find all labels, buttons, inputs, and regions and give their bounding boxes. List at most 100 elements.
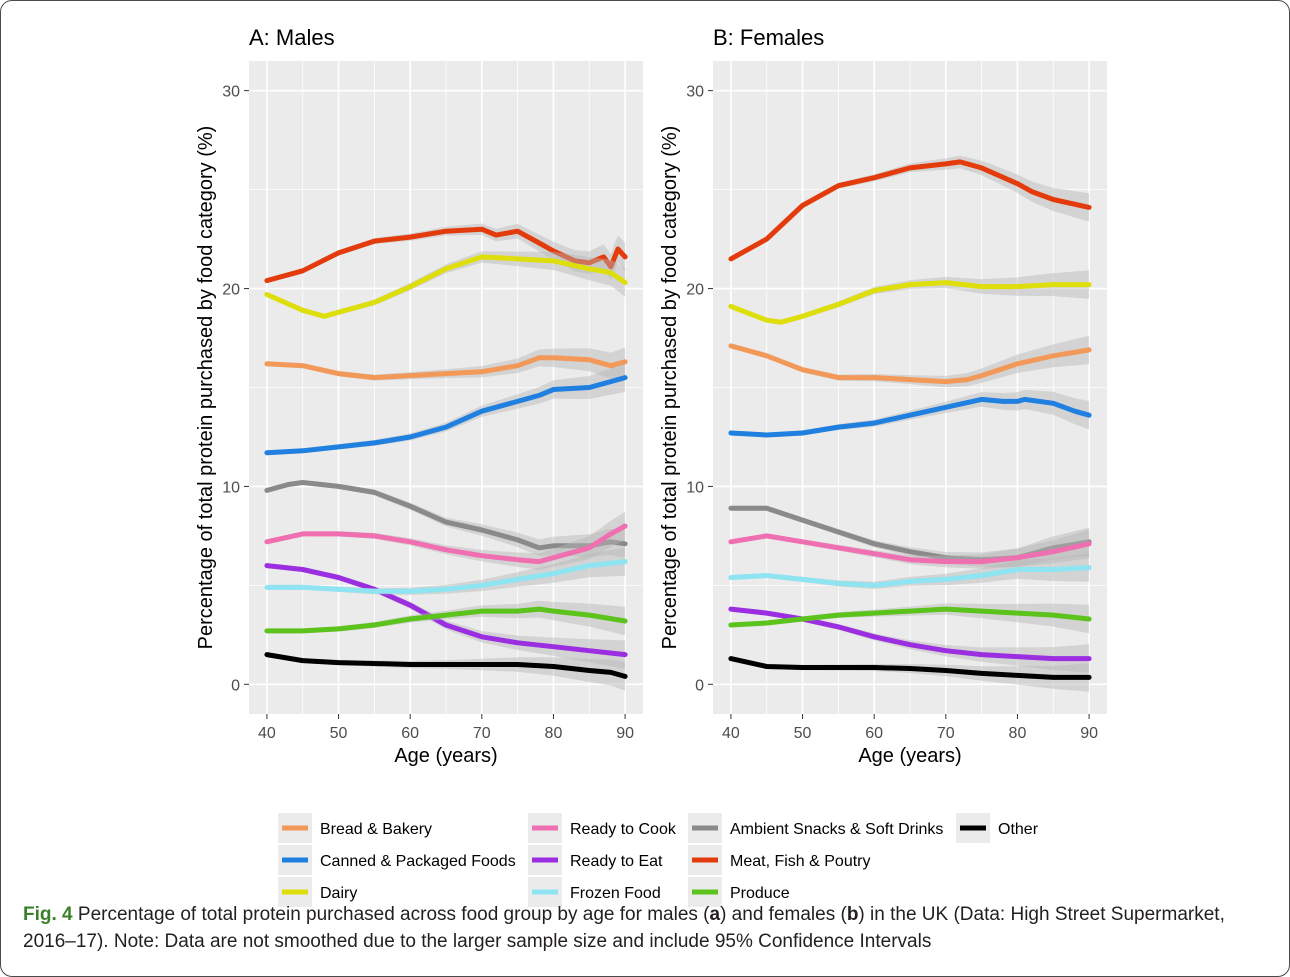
y-tick-label: 30 (222, 84, 240, 101)
series-dairy (728, 270, 1092, 325)
x-tick-label: 70 (473, 725, 491, 742)
legend-label: Produce (730, 885, 790, 902)
legend-item-other: Other (956, 813, 1039, 843)
x-tick-label: 50 (794, 725, 812, 742)
y-axis-label: Percentage of total protein purchased by… (659, 126, 681, 650)
y-tick-label: 20 (222, 282, 240, 299)
series-canned-packaged-foods (264, 363, 628, 456)
caption-text-1: Percentage of total protein purchased ac… (72, 904, 710, 925)
series-line (264, 480, 628, 551)
x-tick-label: 50 (330, 725, 348, 742)
legend-label: Canned & Packaged Foods (320, 853, 516, 870)
series-produce (264, 600, 628, 636)
panel-title: A: Males (249, 25, 335, 50)
x-tick-label: 40 (722, 725, 740, 742)
series-other (264, 652, 628, 691)
y-tick-label: 0 (231, 677, 240, 694)
series-line (264, 559, 628, 594)
series-line (264, 523, 628, 565)
x-tick-label: 70 (937, 725, 955, 742)
y-tick-label: 10 (222, 479, 240, 496)
series-canned-packaged-foods (728, 389, 1092, 438)
panel-a: 0 10 20 30 40 50 60 70 80 90 A: Males Age (years) Pe… (195, 25, 643, 767)
legend-label: Ready to Eat (570, 853, 663, 870)
series-line (264, 652, 628, 679)
caption-text-2: ) and females ( (720, 904, 847, 925)
legend-label: Frozen Food (570, 885, 661, 902)
series-line (728, 343, 1092, 385)
x-tick-label: 90 (616, 725, 634, 742)
legend-item-meat-fish-poutry: Meat, Fish & Poutry (688, 845, 871, 875)
confidence-band (266, 480, 626, 559)
series-dairy (264, 251, 628, 319)
series-ready-to-cook (728, 529, 1092, 569)
series-line (728, 565, 1092, 588)
x-tick-label: 80 (1009, 725, 1027, 742)
series-line (264, 563, 628, 658)
series-other (728, 656, 1092, 692)
legend-label: Meat, Fish & Poutry (730, 853, 871, 870)
legend-label: Bread & Bakery (320, 821, 432, 838)
series-line (264, 606, 628, 634)
series-line (728, 606, 1092, 628)
series-line (264, 226, 628, 284)
legend-item-canned-packaged-foods: Canned & Packaged Foods (278, 845, 516, 875)
x-tick-label: 40 (258, 725, 276, 742)
legend-item-frozen-food: Frozen Food (528, 877, 661, 907)
legend-item-ready-to-cook: Ready to Cook (528, 813, 677, 843)
y-tick-label: 10 (686, 479, 704, 496)
y-tick-label: 20 (686, 282, 704, 299)
series-ready-to-eat (728, 606, 1092, 673)
confidence-band (266, 511, 626, 570)
caption-label: Fig. 4 (23, 904, 73, 925)
x-tick-label: 60 (865, 725, 883, 742)
y-axis-label: Percentage of total protein purchased by… (195, 126, 217, 650)
legend-label: Ready to Cook (570, 821, 677, 838)
caption-panel-b: b (846, 904, 859, 925)
series-line (264, 254, 628, 319)
legend-label: Other (998, 821, 1039, 838)
series-bread-bakery (264, 347, 628, 381)
legend-item-produce: Produce (688, 877, 790, 907)
legend-item-bread-bakery: Bread & Bakery (278, 813, 432, 843)
legend-item-ambient-snacks-soft-drinks: Ambient Snacks & Soft Drinks (688, 813, 943, 843)
series-bread-bakery (728, 335, 1092, 388)
x-tick-label: 60 (401, 725, 419, 742)
series-ambient-snacks-soft-drinks (264, 480, 628, 559)
series-meat-fish-poutry (264, 223, 628, 284)
x-tick-label: 90 (1080, 725, 1098, 742)
series-line (264, 355, 628, 381)
figure-caption: Fig. 4 Percentage of total protein purch… (23, 901, 1273, 955)
x-tick-label: 80 (545, 725, 563, 742)
legend-item-dairy: Dairy (278, 877, 357, 907)
legend-label: Dairy (320, 885, 357, 902)
series-line (728, 606, 1092, 662)
series-frozen-food (728, 553, 1092, 589)
series-ready-to-eat (264, 563, 628, 669)
series-line (728, 533, 1092, 565)
legend: Bread & Bakery Canned & Packaged Foods Dai… (278, 813, 1039, 907)
series-line (728, 159, 1092, 262)
legend-label: Ambient Snacks & Soft Drinks (730, 821, 943, 838)
series-meat-fish-poutry (728, 155, 1092, 262)
x-axis-label: Age (years) (858, 745, 961, 767)
caption-panel-a: a (709, 904, 721, 925)
series-line (728, 396, 1092, 438)
series-produce (728, 603, 1092, 634)
confidence-band (266, 347, 626, 381)
series-line (264, 375, 628, 456)
x-axis-label: Age (years) (394, 745, 497, 767)
caption-text-3: ) in the UK (Data: High Street Supermark… (23, 904, 1225, 952)
legend-item-ready-to-eat: Ready to Eat (528, 845, 663, 875)
panel-b: 0 10 20 30 40 50 60 70 80 90 B: Females Age (years)… (659, 25, 1107, 767)
y-tick-label: 30 (686, 84, 704, 101)
panel-title: B: Females (713, 25, 824, 50)
series-line (728, 656, 1092, 680)
y-tick-label: 0 (695, 677, 704, 694)
confidence-band (730, 155, 1090, 262)
series-line (728, 280, 1092, 325)
confidence-band (266, 547, 626, 595)
series-ready-to-cook (264, 511, 628, 570)
